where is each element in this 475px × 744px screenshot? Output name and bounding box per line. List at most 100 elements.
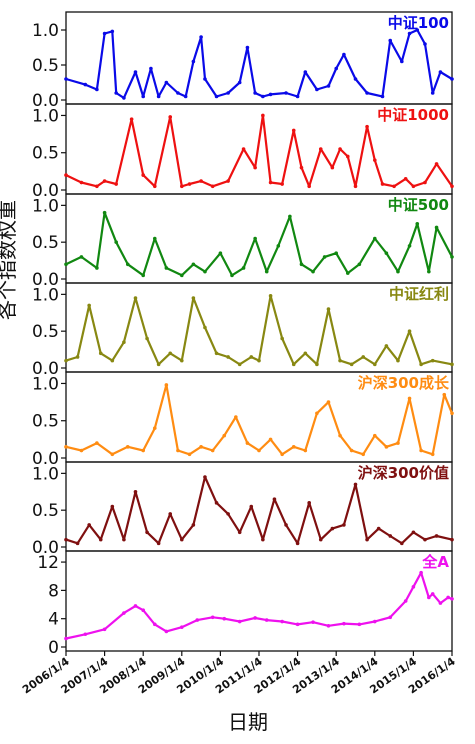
series-point — [400, 59, 404, 64]
series-point — [226, 91, 230, 95]
series-point — [180, 625, 184, 629]
series-point — [95, 87, 99, 92]
series-point — [87, 523, 91, 527]
series-point — [75, 541, 80, 546]
series-point — [253, 165, 257, 170]
series-point — [450, 255, 454, 259]
series-point — [357, 622, 362, 627]
series-point — [345, 154, 350, 159]
series-point — [195, 618, 200, 622]
series-point — [218, 251, 223, 256]
series-point — [430, 452, 435, 457]
series-point — [318, 147, 323, 151]
series-point — [291, 362, 296, 367]
series-point — [191, 523, 196, 527]
series-point — [268, 437, 273, 442]
series-point — [357, 262, 362, 267]
y-tick-label: 1.0 — [32, 106, 59, 126]
series-line — [65, 114, 453, 188]
series-point — [141, 273, 145, 278]
series-point — [191, 59, 196, 64]
series-point — [396, 441, 400, 445]
series-point — [407, 244, 412, 248]
series-point — [291, 445, 296, 449]
y-tick-label: 1.0 — [32, 196, 59, 216]
series-point — [180, 184, 184, 189]
series-point — [95, 266, 99, 270]
series-point — [264, 269, 269, 274]
series-point — [210, 448, 215, 453]
series-point — [334, 66, 339, 71]
series-point — [318, 537, 323, 542]
series-line — [65, 28, 453, 100]
series-point — [442, 392, 447, 397]
series-point — [249, 355, 254, 359]
series-point — [388, 38, 393, 43]
series-point — [180, 537, 184, 542]
series-point — [64, 358, 68, 363]
series-point — [403, 599, 408, 603]
series-point — [326, 623, 331, 628]
series-point — [237, 619, 242, 624]
series-point — [388, 615, 393, 620]
series-point — [380, 94, 385, 99]
x-axis-title: 日期 — [228, 710, 268, 734]
series-point — [315, 87, 319, 92]
series-point — [373, 433, 377, 438]
series-line — [65, 383, 454, 456]
series-line — [65, 475, 453, 545]
series-point — [353, 482, 358, 487]
series-point — [237, 80, 242, 85]
series-point — [102, 210, 107, 215]
series-point — [434, 534, 439, 538]
y-tick-label: 8 — [48, 581, 59, 601]
series-point — [342, 621, 346, 626]
panel-series-label: 沪深300价值 — [358, 464, 449, 482]
series-point — [122, 340, 126, 345]
series-point — [214, 501, 219, 505]
series-point — [164, 266, 169, 270]
series-point — [183, 94, 188, 99]
panel-series-label: 中证1000 — [377, 106, 449, 124]
series-point — [199, 445, 203, 449]
series-point — [338, 433, 342, 438]
series-point — [264, 618, 269, 622]
series-point — [365, 124, 369, 129]
series-point — [280, 336, 284, 341]
series-point — [373, 158, 377, 162]
series-point — [423, 180, 427, 185]
series-point — [353, 184, 358, 189]
series-point — [276, 244, 281, 248]
series-point — [450, 184, 454, 189]
series-point — [133, 296, 138, 300]
series-point — [79, 448, 84, 453]
series-point — [361, 355, 366, 359]
series-point — [280, 452, 284, 457]
series-point — [280, 619, 284, 624]
series-point — [299, 262, 304, 267]
panel-4: 0.0 0.5 1.0 沪深300成长 — [32, 371, 454, 469]
series-point — [152, 236, 157, 241]
series-point — [210, 615, 215, 620]
series-point — [133, 70, 138, 74]
y-tick-label: 1.0 — [32, 21, 59, 41]
y-tick-label: 0.5 — [32, 322, 59, 342]
y-tick-label: 0 — [48, 638, 59, 658]
series-point — [230, 273, 234, 278]
series-point — [253, 236, 257, 241]
series-point — [168, 351, 173, 356]
series-point — [396, 269, 400, 274]
series-point — [152, 184, 157, 189]
series-point — [430, 592, 435, 596]
series-point — [295, 622, 300, 627]
y-axis-title: 各个指数权重 — [0, 200, 19, 320]
series-point — [450, 77, 454, 81]
series-point — [415, 221, 420, 226]
series-point — [257, 448, 261, 453]
series-point — [365, 91, 369, 95]
series-point — [315, 362, 319, 367]
y-tick-label: 12 — [37, 553, 59, 573]
series-point — [392, 184, 396, 189]
series-point — [241, 147, 246, 151]
series-point — [122, 611, 126, 615]
